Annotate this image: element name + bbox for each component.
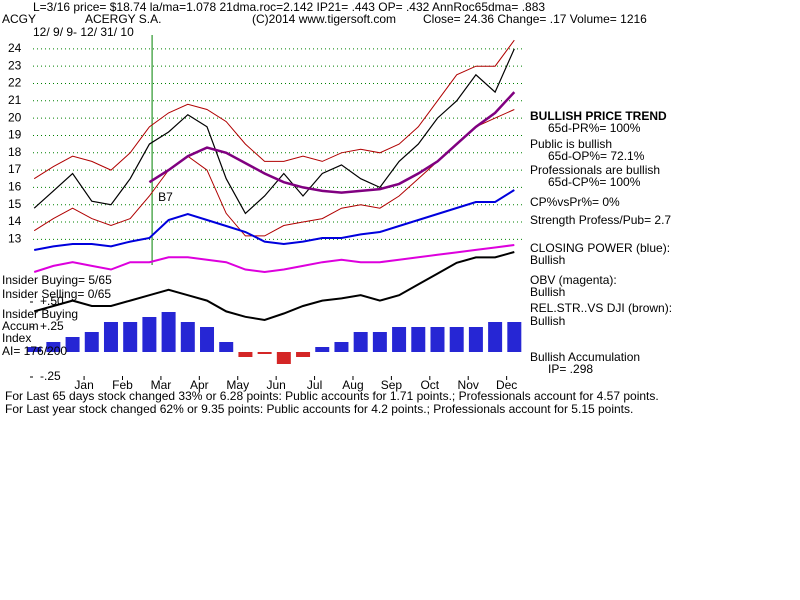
accum-bar <box>449 327 464 352</box>
x-tick-label: Jun <box>266 378 285 392</box>
footer-line: For Last year stock changed 62% or 9.35 … <box>5 402 633 416</box>
accum-bar <box>392 327 407 352</box>
accum-bar <box>353 332 368 352</box>
y-tick-label: +.25 <box>40 319 64 333</box>
accum-bar <box>238 352 253 357</box>
indicator-line <box>33 251 515 322</box>
side-note: CLOSING POWER (blue): <box>530 241 670 255</box>
annotation: B7 <box>158 190 173 204</box>
x-tick-label: Mar <box>151 378 172 392</box>
y-tick-label: 13 <box>8 232 22 246</box>
accum-bar <box>142 317 157 352</box>
x-tick-label: Dec <box>496 378 517 392</box>
accum-bar <box>411 327 426 352</box>
accum-bar <box>468 327 483 352</box>
side-note: BULLISH PRICE TREND <box>530 109 667 123</box>
indicator-line <box>34 189 515 251</box>
side-note: OBV (magenta): <box>530 273 617 287</box>
accum-bar <box>180 322 195 352</box>
accum-bar <box>488 322 503 352</box>
accum-bar <box>84 332 99 352</box>
accum-bar <box>276 352 291 364</box>
indicator-line <box>33 244 515 274</box>
left-note: Index <box>2 331 31 345</box>
company: ACERGY S.A. <box>85 12 161 26</box>
y-tick-label: 15 <box>8 197 22 211</box>
x-tick-label: Nov <box>458 378 479 392</box>
y-tick-label: 23 <box>8 58 22 72</box>
x-tick-label: Feb <box>112 378 133 392</box>
left-note: Accum <box>2 319 39 333</box>
accum-bar <box>315 347 330 352</box>
accum-bar <box>65 337 80 352</box>
left-note: Insider Selling= 0/65 <box>2 287 111 301</box>
header-stats: L=3/16 price= $18.74 la/ma=1.078 21dma.r… <box>33 0 545 14</box>
side-note: Professionals are bullish <box>530 163 660 177</box>
accum-bar <box>46 342 61 352</box>
accum-bar <box>123 322 138 352</box>
y-tick-label: 16 <box>8 180 22 194</box>
y-tick-label: +.50 <box>40 294 64 308</box>
side-note: Bullish <box>530 285 565 299</box>
accum-bar <box>372 332 387 352</box>
copyright: (C)2014 www.tigersoft.com <box>252 12 396 26</box>
x-tick-label: Aug <box>342 378 363 392</box>
accum-bar <box>103 322 118 352</box>
side-note: CP%vsPr%= 0% <box>530 195 620 209</box>
y-tick-label: 19 <box>8 128 22 142</box>
accum-bar <box>219 342 234 352</box>
side-note: Public is bullish <box>530 137 612 151</box>
side-note: Bullish <box>530 314 565 328</box>
side-note: 65d-CP%= 100% <box>548 175 641 189</box>
x-tick-label: Apr <box>190 378 209 392</box>
x-tick-label: May <box>226 378 249 392</box>
date-range: 12/ 9/ 9- 12/ 31/ 10 <box>33 25 134 39</box>
accum-bar <box>296 352 311 357</box>
y-tick-label: 18 <box>8 145 22 159</box>
accum-bar <box>334 342 349 352</box>
y-tick-label: 14 <box>8 214 22 228</box>
x-tick-label: Oct <box>420 378 439 392</box>
side-note: 65d-OP%= 72.1% <box>548 149 645 163</box>
left-note: Insider Buying= 5/65 <box>2 273 112 287</box>
side-note: REL.STR..VS DJI (brown): <box>530 301 672 315</box>
price-line <box>33 48 515 215</box>
symbol: ACGY <box>2 12 36 26</box>
side-note: Bullish <box>530 253 565 267</box>
accum-bar <box>27 347 42 352</box>
x-tick-label: Jan <box>74 378 93 392</box>
x-tick-label: Jul <box>307 378 322 392</box>
y-tick-label: 24 <box>8 41 22 55</box>
accum-bar <box>430 327 445 352</box>
accum-bar <box>507 322 522 352</box>
accum-bar <box>200 327 215 352</box>
price-line <box>148 91 516 194</box>
accum-bar <box>257 352 272 354</box>
left-note: Insider Buying <box>2 307 78 321</box>
y-tick-label: 21 <box>8 93 22 107</box>
accum-bar <box>161 312 176 352</box>
quote: Close= 24.36 Change= .17 Volume= 1216 <box>423 12 647 26</box>
side-note: IP= .298 <box>548 362 593 376</box>
side-note: Bullish Accumulation <box>530 350 640 364</box>
x-tick-label: Sep <box>381 378 403 392</box>
side-note: 65d-PR%= 100% <box>548 121 641 135</box>
y-tick-label: 22 <box>8 76 22 90</box>
footer-line: For Last 65 days stock changed 33% or 6.… <box>5 389 659 403</box>
price-line <box>33 39 515 180</box>
y-tick-label: -.25 <box>40 369 61 383</box>
y-tick-label: 17 <box>8 162 22 176</box>
side-note: Strength Profess/Pub= 2.7 <box>530 213 671 227</box>
y-tick-label: 20 <box>8 110 22 124</box>
left-note: AI= 176/200 <box>2 344 67 358</box>
